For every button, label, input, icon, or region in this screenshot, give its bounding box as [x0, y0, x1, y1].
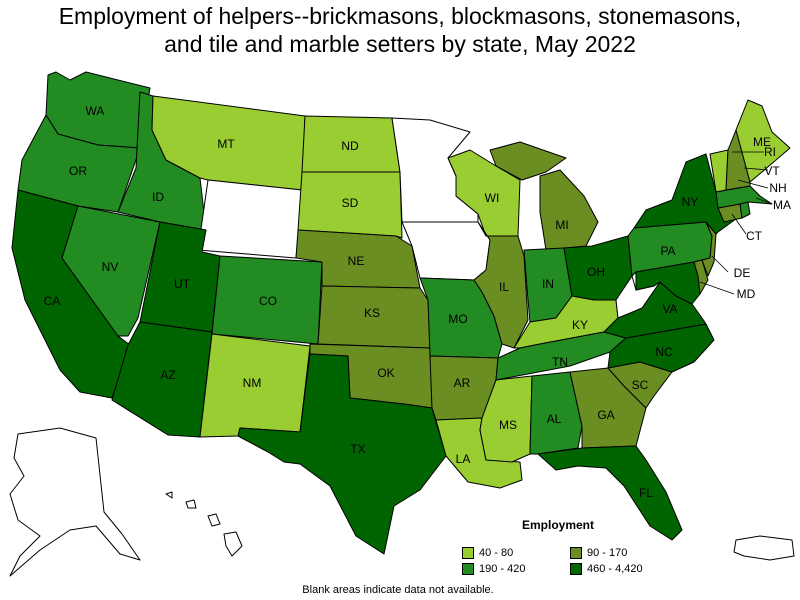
state-label-ct: CT — [746, 229, 763, 243]
state-fl[interactable] — [537, 445, 683, 541]
map-title-line1: Employment of helpers--brickmasons, bloc… — [58, 3, 742, 29]
legend-item-460-4420: 460 - 4,420 — [570, 562, 670, 576]
state-label-az: AZ — [160, 368, 175, 382]
legend-item-190-420: 190 - 420 — [462, 562, 570, 576]
legend-swatch — [570, 563, 582, 575]
state-ri[interactable] — [739, 201, 751, 219]
state-mi[interactable] — [489, 141, 599, 251]
state-label-al: AL — [547, 412, 562, 426]
state-tx[interactable] — [237, 353, 447, 555]
state-de[interactable] — [693, 259, 709, 295]
state-label-ri: RI — [764, 145, 776, 159]
state-label-tn: TN — [552, 355, 568, 369]
state-label-de: DE — [734, 266, 751, 280]
state-ma[interactable] — [715, 185, 773, 209]
state-pr[interactable] — [733, 535, 795, 561]
state-label-in: IN — [542, 277, 554, 291]
state-label-ar: AR — [454, 376, 471, 390]
state-label-fl: FL — [639, 486, 653, 500]
state-label-ut: UT — [174, 277, 191, 291]
state-label-id: ID — [152, 190, 164, 204]
legend-label: 190 - 420 — [479, 563, 526, 575]
state-me[interactable] — [735, 99, 791, 183]
state-label-va: VA — [662, 302, 677, 316]
footnote: Blank areas indicate data not available. — [302, 584, 494, 596]
state-label-wi: WI — [485, 191, 500, 205]
legend-title: Employment — [522, 518, 595, 532]
state-label-nc: NC — [655, 345, 673, 359]
state-label-md: MD — [737, 287, 756, 301]
state-label-co: CO — [259, 294, 277, 308]
legend-item-90-170: 90 - 170 — [570, 546, 670, 560]
state-label-nm: NM — [243, 376, 262, 390]
state-nj[interactable] — [701, 221, 717, 277]
state-label-la: LA — [456, 452, 471, 466]
state-label-mi: MI — [555, 218, 568, 232]
label-leader-lines — [699, 151, 773, 295]
state-hi[interactable] — [165, 491, 243, 557]
legend-label: 90 - 170 — [587, 547, 628, 559]
state-labels: WA OR CA NV ID MT UT AZ CO NM ND SD NE K… — [44, 104, 791, 500]
state-label-ok: OK — [377, 366, 394, 380]
state-label-ne: NE — [348, 254, 365, 268]
map-title-line2: and tile and marble setters by state, Ma… — [164, 31, 636, 57]
state-sd[interactable] — [297, 171, 403, 239]
map-title: Employment of helpers--brickmasons, bloc… — [0, 2, 800, 58]
state-label-nv: NV — [102, 260, 119, 274]
state-label-me: ME — [753, 135, 771, 149]
state-label-ky: KY — [572, 318, 588, 332]
legend-item-40-80: 40 - 80 — [462, 546, 570, 560]
state-il[interactable] — [473, 221, 529, 349]
state-label-pa: PA — [660, 244, 675, 258]
state-label-sd: SD — [342, 196, 359, 210]
state-label-ks: KS — [364, 306, 380, 320]
state-wy[interactable] — [197, 179, 303, 259]
state-label-nh: NH — [769, 181, 786, 195]
state-label-or: OR — [69, 164, 87, 178]
legend-label: 40 - 80 — [479, 547, 514, 559]
state-label-il: IL — [499, 280, 509, 294]
legend-label: 460 - 4,420 — [587, 563, 643, 575]
state-label-mo: MO — [448, 312, 467, 326]
state-label-nd: ND — [341, 139, 359, 153]
legend-swatch — [462, 563, 474, 575]
legend-swatch — [570, 547, 582, 559]
state-label-ga: GA — [597, 408, 614, 422]
state-nh[interactable] — [725, 129, 751, 191]
legend: Employment 40 - 80 90 - 170 190 - 420 46… — [462, 518, 672, 576]
state-label-ca: CA — [44, 294, 61, 308]
state-label-ny: NY — [682, 195, 699, 209]
state-label-mt: MT — [217, 137, 235, 151]
state-label-tx: TX — [350, 442, 365, 456]
legend-swatch — [462, 547, 474, 559]
state-label-oh: OH — [587, 265, 605, 279]
state-label-ms: MS — [499, 418, 517, 432]
state-label-ma: MA — [773, 198, 791, 212]
state-label-sc: SC — [632, 378, 649, 392]
legend-grid: 40 - 80 90 - 170 190 - 420 460 - 4,420 — [462, 546, 672, 576]
state-label-wa: WA — [86, 104, 105, 118]
state-ak[interactable] — [9, 427, 141, 577]
state-label-vt: VT — [764, 164, 780, 178]
